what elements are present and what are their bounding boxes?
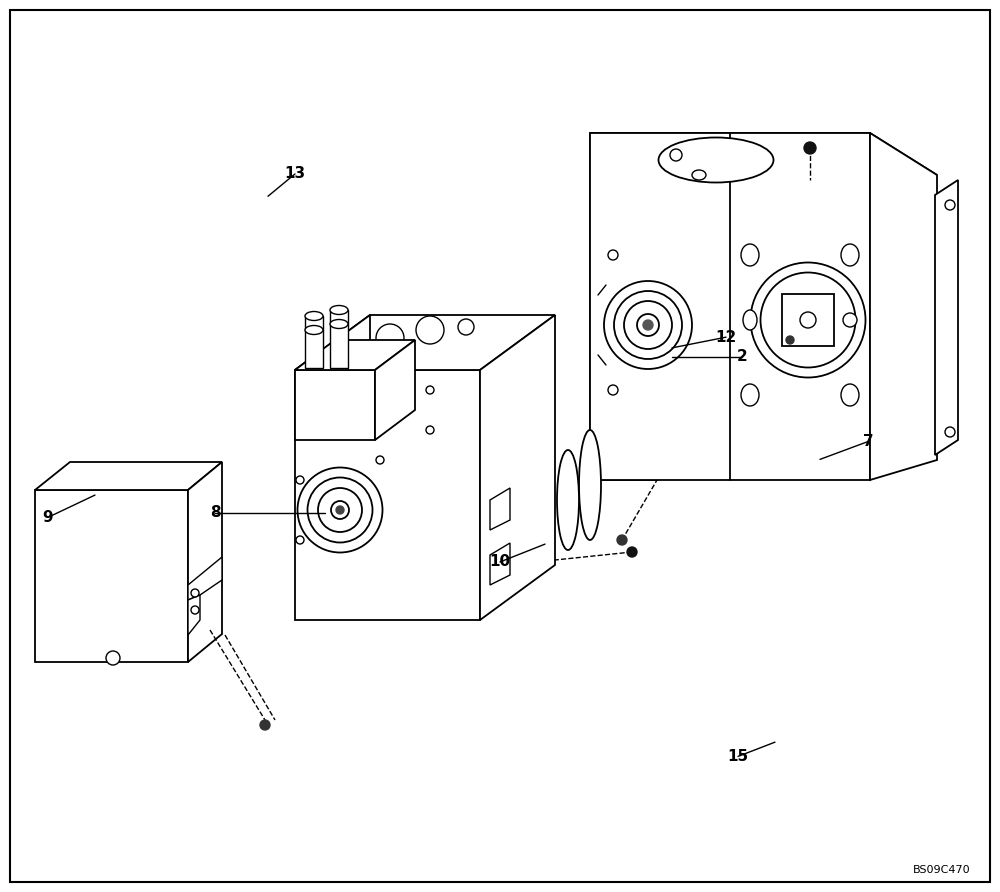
Polygon shape [330,310,348,324]
Circle shape [945,200,955,210]
Polygon shape [35,490,188,662]
Circle shape [627,547,637,557]
Ellipse shape [305,326,323,334]
Circle shape [191,589,199,597]
Ellipse shape [750,262,866,377]
Ellipse shape [336,506,344,514]
Polygon shape [490,488,510,530]
Bar [782,294,834,346]
Polygon shape [330,324,348,368]
Circle shape [945,427,955,437]
Polygon shape [490,543,510,585]
Polygon shape [295,340,415,370]
Polygon shape [590,133,937,175]
Circle shape [376,324,404,352]
Ellipse shape [308,477,372,542]
Ellipse shape [692,170,706,180]
Circle shape [608,250,618,260]
Ellipse shape [658,137,774,183]
Ellipse shape [741,244,759,266]
Polygon shape [188,557,222,600]
Ellipse shape [624,301,672,349]
Circle shape [376,386,384,394]
Polygon shape [295,315,370,370]
Ellipse shape [841,384,859,406]
Circle shape [191,606,199,614]
Polygon shape [295,315,555,370]
Ellipse shape [330,319,348,328]
Polygon shape [295,370,480,620]
Ellipse shape [637,314,659,336]
Ellipse shape [331,501,349,519]
Ellipse shape [741,384,759,406]
Polygon shape [480,315,555,620]
Circle shape [376,426,384,434]
Text: 9: 9 [43,510,53,524]
Text: 8: 8 [210,506,220,520]
Ellipse shape [604,281,692,369]
Polygon shape [295,370,375,440]
Text: 7: 7 [863,434,873,449]
Circle shape [804,142,816,154]
Circle shape [296,476,304,484]
Ellipse shape [843,313,857,327]
Text: 2: 2 [737,350,747,364]
Circle shape [106,651,120,665]
Circle shape [617,535,627,545]
Circle shape [786,336,794,344]
Circle shape [608,385,618,395]
Text: 12: 12 [715,330,737,344]
Polygon shape [590,133,657,480]
Circle shape [670,149,682,161]
Polygon shape [590,133,870,480]
Polygon shape [188,595,200,635]
Circle shape [260,720,270,730]
Circle shape [376,456,384,464]
Polygon shape [188,462,222,662]
Circle shape [458,319,474,335]
Text: 13: 13 [284,167,306,181]
Circle shape [426,386,434,394]
Circle shape [426,426,434,434]
Circle shape [800,312,816,328]
Text: 10: 10 [489,555,511,569]
Ellipse shape [298,467,382,552]
Text: 15: 15 [727,749,749,764]
Circle shape [296,536,304,544]
Ellipse shape [743,310,757,330]
Polygon shape [305,330,323,368]
Polygon shape [935,180,958,455]
Polygon shape [375,340,415,440]
Ellipse shape [841,244,859,266]
Ellipse shape [318,488,362,532]
Polygon shape [870,133,937,480]
Ellipse shape [761,272,856,368]
Ellipse shape [643,320,653,330]
Ellipse shape [305,311,323,320]
Ellipse shape [614,291,682,359]
Ellipse shape [330,305,348,315]
Polygon shape [305,316,323,330]
Ellipse shape [557,450,579,550]
Text: BS09C470: BS09C470 [912,865,970,875]
Polygon shape [35,462,222,490]
Ellipse shape [579,430,601,540]
Circle shape [416,316,444,344]
